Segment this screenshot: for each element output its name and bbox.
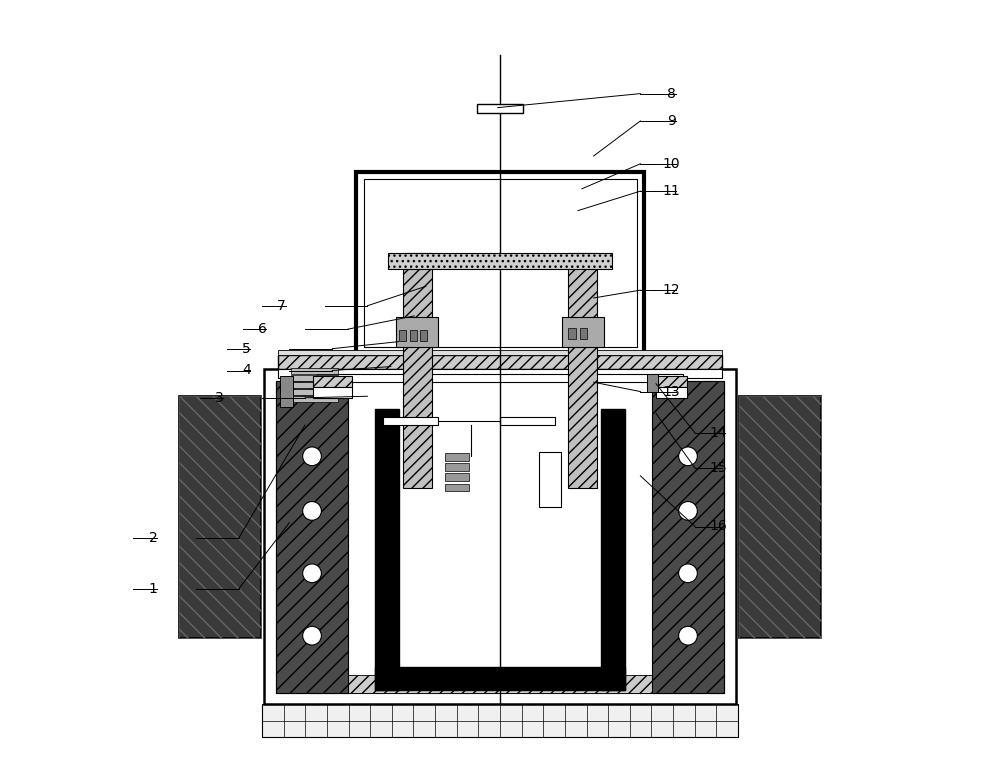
Bar bbox=[276, 675, 724, 693]
Text: 11: 11 bbox=[663, 184, 680, 198]
Bar bbox=[648, 376, 687, 387]
Bar bbox=[291, 382, 338, 388]
Bar bbox=[580, 328, 587, 339]
Text: 2: 2 bbox=[149, 531, 157, 545]
Bar bbox=[278, 350, 722, 355]
Circle shape bbox=[303, 502, 321, 520]
Bar bbox=[313, 376, 352, 387]
Bar bbox=[568, 254, 597, 488]
Bar bbox=[445, 463, 469, 471]
Text: 1: 1 bbox=[148, 582, 157, 596]
Text: 15: 15 bbox=[710, 461, 727, 475]
Text: 14: 14 bbox=[710, 426, 727, 440]
Bar bbox=[396, 317, 438, 347]
Bar bbox=[278, 355, 722, 369]
Bar bbox=[179, 396, 261, 638]
Bar bbox=[420, 330, 427, 341]
Bar bbox=[179, 396, 261, 638]
Bar bbox=[739, 396, 821, 638]
Bar bbox=[280, 376, 293, 407]
Bar bbox=[656, 387, 687, 398]
Bar bbox=[364, 179, 637, 347]
Bar bbox=[291, 396, 338, 402]
Circle shape bbox=[679, 626, 697, 645]
Circle shape bbox=[303, 626, 321, 645]
Bar bbox=[500, 417, 555, 425]
Text: 7: 7 bbox=[277, 299, 286, 313]
Text: 6: 6 bbox=[258, 322, 267, 336]
Text: 8: 8 bbox=[667, 87, 676, 101]
Bar bbox=[262, 704, 738, 737]
Bar bbox=[410, 330, 417, 341]
Circle shape bbox=[303, 564, 321, 583]
Text: 9: 9 bbox=[667, 114, 676, 128]
Bar bbox=[445, 484, 469, 491]
Bar bbox=[383, 417, 438, 425]
Bar bbox=[276, 381, 348, 693]
Bar bbox=[313, 387, 352, 398]
Bar bbox=[388, 254, 612, 269]
Bar bbox=[652, 381, 724, 693]
Bar bbox=[539, 452, 561, 507]
Bar bbox=[276, 381, 724, 693]
Text: 12: 12 bbox=[663, 283, 680, 297]
Text: 10: 10 bbox=[663, 157, 680, 171]
Bar bbox=[375, 667, 625, 690]
Circle shape bbox=[303, 447, 321, 466]
Bar bbox=[601, 410, 625, 690]
Bar bbox=[647, 374, 658, 392]
Bar bbox=[399, 330, 406, 341]
Text: 4: 4 bbox=[242, 363, 251, 378]
Bar bbox=[375, 410, 399, 690]
Bar bbox=[739, 396, 821, 638]
Bar bbox=[445, 473, 469, 481]
Bar bbox=[264, 369, 736, 704]
Bar bbox=[291, 375, 338, 381]
Text: 3: 3 bbox=[215, 391, 224, 405]
Text: 16: 16 bbox=[710, 519, 727, 534]
Bar bbox=[402, 254, 432, 488]
Circle shape bbox=[679, 502, 697, 520]
Bar bbox=[568, 328, 576, 339]
Circle shape bbox=[679, 564, 697, 583]
Bar bbox=[291, 389, 338, 395]
Bar bbox=[291, 368, 338, 374]
Bar bbox=[356, 172, 644, 355]
Bar bbox=[278, 369, 722, 378]
Bar bbox=[445, 453, 469, 461]
Circle shape bbox=[679, 447, 697, 466]
Text: 13: 13 bbox=[663, 385, 680, 399]
Text: 5: 5 bbox=[242, 342, 251, 356]
Bar bbox=[562, 317, 604, 347]
Bar bbox=[477, 104, 523, 113]
Bar bbox=[317, 374, 683, 382]
